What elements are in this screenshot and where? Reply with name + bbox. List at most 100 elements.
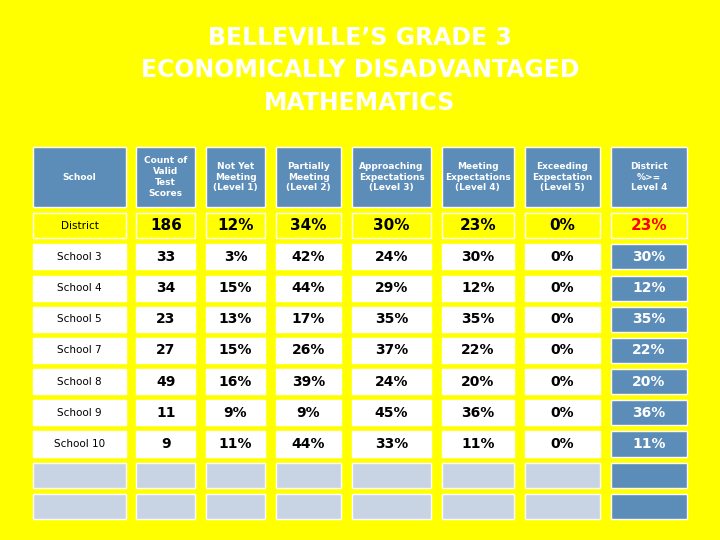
Bar <box>206 494 265 519</box>
Text: 15%: 15% <box>219 281 252 295</box>
Bar <box>33 494 125 519</box>
Bar <box>611 275 687 301</box>
Bar <box>352 307 431 332</box>
Text: School 7: School 7 <box>57 346 102 355</box>
Text: 0%: 0% <box>551 437 575 451</box>
Text: 24%: 24% <box>375 250 408 264</box>
Bar <box>611 494 687 519</box>
Bar <box>352 213 431 238</box>
Text: 13%: 13% <box>219 312 252 326</box>
Text: 45%: 45% <box>375 406 408 420</box>
Bar <box>136 338 195 363</box>
Text: School 3: School 3 <box>57 252 102 262</box>
Bar <box>136 245 195 269</box>
Bar <box>611 307 687 332</box>
Text: 3%: 3% <box>224 250 247 264</box>
Bar <box>33 275 125 301</box>
Text: 0%: 0% <box>549 218 575 233</box>
Bar <box>525 431 600 457</box>
Text: 0%: 0% <box>551 281 575 295</box>
Bar <box>136 369 195 394</box>
Text: School 9: School 9 <box>57 408 102 418</box>
Bar <box>611 463 687 488</box>
Text: School 5: School 5 <box>57 314 102 325</box>
Bar <box>352 400 431 426</box>
Bar <box>206 463 265 488</box>
Text: Exceeding
Expectation
(Level 5): Exceeding Expectation (Level 5) <box>532 162 593 192</box>
Text: 27: 27 <box>156 343 176 357</box>
Bar <box>276 400 341 426</box>
Bar <box>276 147 341 207</box>
Text: 29%: 29% <box>375 281 408 295</box>
Text: 0%: 0% <box>551 375 575 389</box>
Bar <box>276 369 341 394</box>
Bar <box>276 275 341 301</box>
Text: 11: 11 <box>156 406 176 420</box>
Bar <box>352 369 431 394</box>
Text: School 10: School 10 <box>54 439 105 449</box>
Bar <box>136 213 195 238</box>
Text: 20%: 20% <box>462 375 495 389</box>
Bar <box>206 431 265 457</box>
Text: Partially
Meeting
(Level 2): Partially Meeting (Level 2) <box>287 162 331 192</box>
Text: 12%: 12% <box>217 218 253 233</box>
Bar <box>611 338 687 363</box>
Bar <box>206 369 265 394</box>
Bar <box>352 431 431 457</box>
Text: 23%: 23% <box>459 218 496 233</box>
Text: Approaching
Expectations
(Level 3): Approaching Expectations (Level 3) <box>359 162 424 192</box>
Text: Count of
Valid
Test
Scores: Count of Valid Test Scores <box>144 157 187 198</box>
Text: 33%: 33% <box>375 437 408 451</box>
Bar <box>33 431 125 457</box>
Bar <box>525 338 600 363</box>
Bar <box>352 463 431 488</box>
Bar <box>276 494 341 519</box>
Bar <box>441 307 514 332</box>
Text: 12%: 12% <box>632 281 665 295</box>
Bar <box>136 431 195 457</box>
Bar <box>136 147 195 207</box>
Bar <box>206 213 265 238</box>
Bar <box>276 245 341 269</box>
Text: 9%: 9% <box>224 406 247 420</box>
Bar <box>611 431 687 457</box>
Bar <box>525 275 600 301</box>
Bar <box>611 147 687 207</box>
Text: School 4: School 4 <box>57 283 102 293</box>
Bar <box>33 245 125 269</box>
Text: 9%: 9% <box>297 406 320 420</box>
Bar <box>33 213 125 238</box>
Text: 12%: 12% <box>461 281 495 295</box>
Bar <box>441 338 514 363</box>
Bar <box>441 275 514 301</box>
Text: Not Yet
Meeting
(Level 1): Not Yet Meeting (Level 1) <box>213 162 258 192</box>
Text: 23: 23 <box>156 312 176 326</box>
Bar <box>441 400 514 426</box>
Text: School: School <box>63 173 96 181</box>
Bar <box>136 275 195 301</box>
Bar <box>352 147 431 207</box>
Text: 0%: 0% <box>551 250 575 264</box>
Bar <box>525 213 600 238</box>
Bar <box>441 147 514 207</box>
Bar <box>352 245 431 269</box>
Text: 16%: 16% <box>219 375 252 389</box>
Bar <box>525 494 600 519</box>
Bar <box>206 245 265 269</box>
Text: District
%>=
Level 4: District %>= Level 4 <box>630 162 667 192</box>
Text: 23%: 23% <box>631 218 667 233</box>
Text: 15%: 15% <box>219 343 252 357</box>
Bar <box>276 463 341 488</box>
Bar <box>276 338 341 363</box>
Text: BELLEVILLE’S GRADE 3
ECONOMICALLY DISADVANTAGED
MATHEMATICS: BELLEVILLE’S GRADE 3 ECONOMICALLY DISADV… <box>140 26 580 115</box>
Text: 36%: 36% <box>632 406 665 420</box>
Text: 44%: 44% <box>292 281 325 295</box>
Bar <box>33 463 125 488</box>
Bar <box>525 245 600 269</box>
Bar <box>206 338 265 363</box>
Text: 34%: 34% <box>290 218 327 233</box>
Bar <box>525 400 600 426</box>
Text: 30%: 30% <box>462 250 495 264</box>
Text: 42%: 42% <box>292 250 325 264</box>
Text: 9: 9 <box>161 437 171 451</box>
